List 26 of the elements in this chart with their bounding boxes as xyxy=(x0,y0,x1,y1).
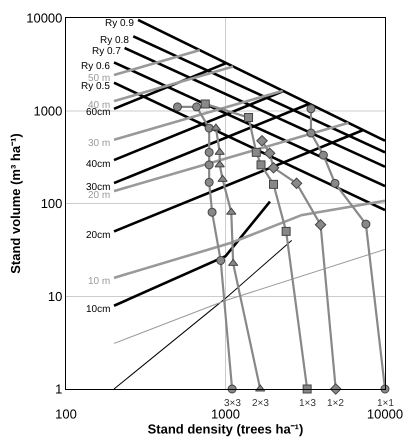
series-label: Ry 0.7 xyxy=(92,46,122,57)
y-tick-label: 10 xyxy=(48,288,62,304)
y-tick-label: 10000 xyxy=(26,10,62,26)
series-label: 10 m xyxy=(88,276,110,287)
series-label: 20cm xyxy=(86,230,110,241)
y-tick-label: 1000 xyxy=(33,103,62,118)
x-tick-label: 10000 xyxy=(366,406,404,422)
series-label: 30 m xyxy=(88,138,110,149)
series-label: 1×1 xyxy=(377,398,394,409)
series-label: Ry 0.8 xyxy=(100,35,130,46)
series-label: 1×2 xyxy=(327,398,344,409)
series-label: 1×3 xyxy=(299,398,316,409)
series-label: Ry 0.5 xyxy=(81,81,110,92)
series-label: 40cm xyxy=(86,159,110,170)
series-label: 10cm xyxy=(86,304,110,315)
series-label: 2×3 xyxy=(252,398,270,409)
y-tick-label: 100 xyxy=(40,196,62,212)
series-label: 60cm xyxy=(86,107,110,118)
series-label: 3×3 xyxy=(224,398,242,409)
x-tick-label: 1000 xyxy=(211,406,240,422)
y-axis-title: Stand volume (m³ ha⁻¹) xyxy=(8,133,24,274)
y-tick-label: 1 xyxy=(55,382,62,397)
series-label: 20 m xyxy=(88,190,110,201)
x-axis-title: Stand density (trees ha⁻¹) xyxy=(148,422,304,437)
series-label: Ry 0.6 xyxy=(81,61,110,72)
series-label: Ry 0.9 xyxy=(105,18,134,29)
